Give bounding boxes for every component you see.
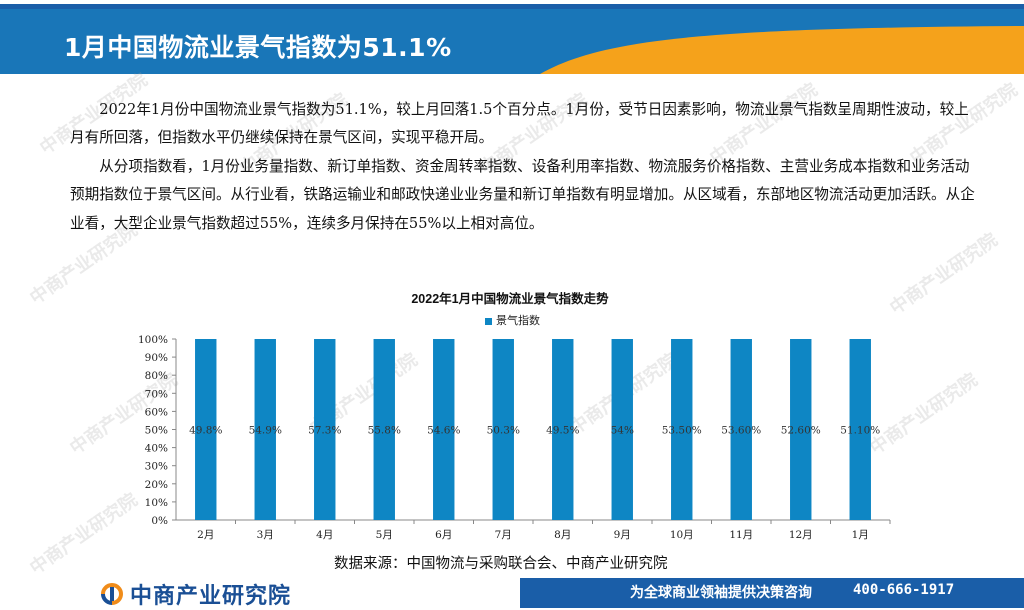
header-background <box>0 0 1024 74</box>
bar <box>849 339 871 520</box>
data-label: 51.10% <box>840 425 880 437</box>
y-tick-label: 100% <box>138 334 168 346</box>
bar <box>373 339 395 520</box>
paragraph-1: 2022年1月份中国物流业景气指数为51.1%，较上月回落1.5个百分点。1月份… <box>70 101 969 147</box>
y-tick-label: 0% <box>151 515 168 527</box>
bar <box>790 339 812 520</box>
legend-label: 景气指数 <box>496 314 540 327</box>
watermark: 中商产业研究院 <box>886 229 1002 319</box>
footer-phone: 400-666-1917 <box>853 582 955 598</box>
y-tick-label: 70% <box>145 388 168 400</box>
data-label: 53.60% <box>721 425 761 437</box>
x-tick-label: 1月 <box>852 529 869 541</box>
bar <box>254 339 276 520</box>
x-tick-label: 11月 <box>729 529 753 541</box>
data-label: 54% <box>611 425 634 437</box>
x-tick-label: 9月 <box>614 529 631 541</box>
x-tick-label: 6月 <box>435 529 452 541</box>
data-label: 54.6% <box>427 425 460 437</box>
y-tick-label: 60% <box>145 406 168 418</box>
x-tick-label: 5月 <box>376 529 393 541</box>
x-tick-label: 3月 <box>257 529 274 541</box>
data-label: 57.3% <box>308 425 341 437</box>
data-source: 数据来源：中国物流与采购联合会、中商产业研究院 <box>334 556 668 572</box>
data-label: 52.60% <box>781 425 821 437</box>
x-tick-label: 4月 <box>316 529 333 541</box>
footer-logo: 中商产业研究院 <box>100 578 291 610</box>
x-tick-label: 12月 <box>789 529 813 541</box>
x-tick-label: 8月 <box>554 529 571 541</box>
footer-slogan: 为全球商业领袖提供决策咨询 <box>630 585 812 601</box>
index-bar-chart: 2022年1月中国物流业景气指数走势 景气指数 0% 10% 20% 30% 40% 50… <box>120 282 900 552</box>
footer-bar <box>520 578 1024 608</box>
chart-plot: 0% 10% 20% 30% 40% 50% 60% 70% 80% 90% 100% 2月 49.8%… <box>138 334 891 541</box>
x-tick-label: 7月 <box>495 529 512 541</box>
legend-swatch <box>485 317 492 325</box>
page-title: 1月中国物流业景气指数为51.1% <box>64 33 452 62</box>
data-label: 54.9% <box>249 425 282 437</box>
chart-title: 2022年1月中国物流业景气指数走势 <box>411 292 609 306</box>
bar <box>433 339 455 520</box>
article-body: 2022年1月份中国物流业景气指数为51.1%，较上月回落1.5个百分点。1月份… <box>70 96 976 238</box>
header-top-line <box>0 4 1024 9</box>
y-tick-label: 30% <box>145 461 168 473</box>
y-tick-label: 10% <box>145 497 168 509</box>
bar <box>314 339 336 520</box>
data-label: 53.50% <box>662 425 702 437</box>
logo-icon <box>101 583 123 605</box>
chart-legend: 景气指数 <box>485 312 540 328</box>
y-tick-label: 50% <box>145 425 168 437</box>
data-label: 50.3% <box>487 425 520 437</box>
x-tick-label: 10月 <box>670 529 694 541</box>
bar <box>730 339 752 520</box>
bar <box>671 339 693 520</box>
y-tick-label: 40% <box>145 443 168 455</box>
paragraph-2: 从分项指数看，1月份业务量指数、新订单指数、资金周转率指数、设备利用率指数、物流… <box>70 157 975 232</box>
x-tick-label: 2月 <box>197 529 214 541</box>
data-label: 55.8% <box>368 425 401 437</box>
bar <box>195 339 217 520</box>
bar <box>611 339 633 520</box>
header-banner: 1月中国物流业景气指数为51.1% <box>0 0 1024 74</box>
bar <box>552 339 574 520</box>
bar <box>492 339 514 520</box>
data-label: 49.8% <box>189 425 222 437</box>
y-tick-label: 20% <box>145 479 168 491</box>
y-tick-label: 80% <box>145 370 168 382</box>
data-label: 49.5% <box>546 425 579 437</box>
logo-text: 中商产业研究院 <box>130 584 292 609</box>
y-tick-label: 90% <box>145 352 168 364</box>
header-orange-swoosh <box>540 26 1024 74</box>
